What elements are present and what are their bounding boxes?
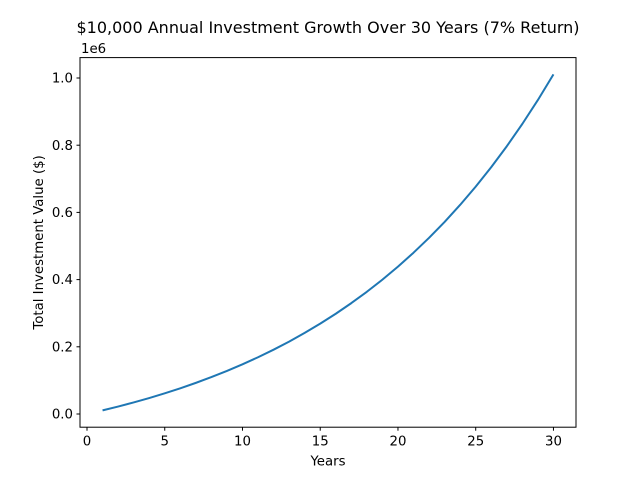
y-tick-label: 1.0 — [52, 72, 73, 87]
axes-spines — [79, 57, 577, 428]
y-tick-label: 0.2 — [52, 340, 73, 355]
x-tick-label: 30 — [545, 435, 562, 450]
x-axis-label: Years — [309, 455, 345, 470]
chart-title: $10,000 Annual Investment Growth Over 30… — [76, 18, 579, 37]
y-axis-offset-label: 1e6 — [81, 42, 106, 57]
x-tick-label: 5 — [161, 435, 169, 450]
growth-line — [102, 73, 555, 412]
x-tick-label: 20 — [390, 435, 407, 450]
x-axis-ticks: 0 5 10 15 20 25 30 — [83, 427, 562, 450]
y-axis-label: Total Investment Value ($) — [32, 155, 47, 330]
x-tick-label: 0 — [83, 435, 91, 450]
plot-area — [80, 57, 576, 428]
x-tick-label: 25 — [467, 435, 484, 450]
y-tick-label: 0.4 — [52, 273, 73, 288]
y-tick-label: 0.0 — [52, 408, 73, 423]
x-tick-label: 15 — [312, 435, 329, 450]
y-axis-ticks: 0.0 0.2 0.4 0.6 0.8 1.0 — [52, 72, 80, 423]
y-tick-label: 0.8 — [52, 139, 73, 154]
y-tick-label: 0.6 — [52, 206, 73, 221]
x-tick-label: 10 — [234, 435, 251, 450]
